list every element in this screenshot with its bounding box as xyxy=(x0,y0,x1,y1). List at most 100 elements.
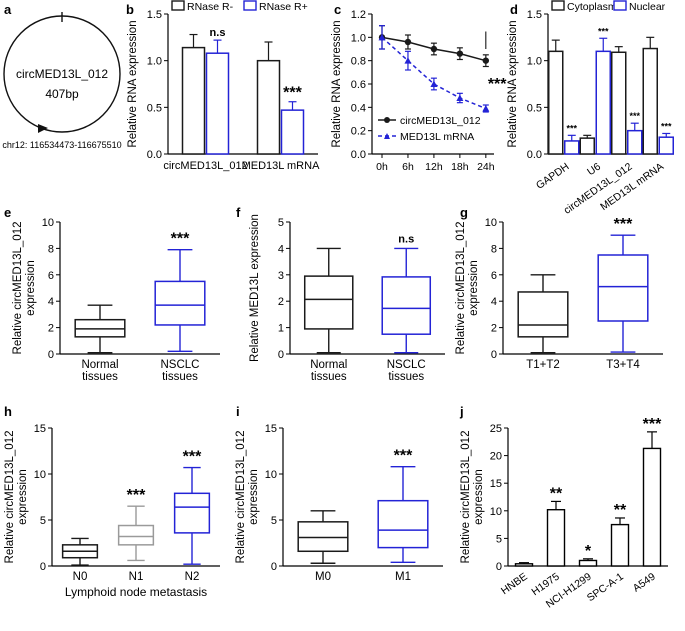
panel-label-b: b xyxy=(126,2,134,17)
b-legend-label: RNase R+ xyxy=(259,1,308,13)
i-y-tick-label: 0 xyxy=(271,561,277,573)
b-bar xyxy=(280,109,305,155)
b-y-tick-label: 0.0 xyxy=(147,149,162,161)
c-x-tick-label: 6h xyxy=(402,161,414,173)
j-y-axis-label-line: expression xyxy=(473,469,485,525)
g-y-tick-label: 4 xyxy=(491,296,497,308)
i-y-tick-label: 5 xyxy=(271,515,277,527)
panel-label-d: d xyxy=(510,2,518,17)
e-y-tick-label: 10 xyxy=(42,217,54,229)
h-x-tick-label: N0 xyxy=(73,571,88,583)
c-data-point xyxy=(430,45,438,53)
i-box xyxy=(377,499,429,549)
j-y-tick-label: 25 xyxy=(490,423,502,435)
f-y-tick-label: 2 xyxy=(278,296,284,308)
f-y-tick-label: 3 xyxy=(278,270,284,282)
f-box xyxy=(303,275,354,330)
i-box xyxy=(297,521,349,553)
e-x-tick-label: NSCLC xyxy=(161,359,200,371)
i-y-axis-label-line: Relative circMED13L_012 xyxy=(235,431,247,564)
d-significance-label: *** xyxy=(566,123,577,133)
j-bar xyxy=(546,508,566,567)
b-bar xyxy=(181,46,206,155)
panel-label-j: j xyxy=(459,404,464,419)
c-data-point xyxy=(456,50,464,57)
h-box xyxy=(173,492,211,534)
j-bar xyxy=(514,563,534,567)
g-y-tick-label: 0 xyxy=(491,349,497,361)
c-legend-marker xyxy=(384,117,390,123)
j-x-tick-label: SPC-A-1 xyxy=(585,571,626,605)
g-x-tick-label: T3+T4 xyxy=(606,359,640,371)
e-x-tick-label: tissues xyxy=(162,371,198,383)
c-y-axis-label-line: Relative RNA expression xyxy=(331,20,343,147)
h-y-axis-label: Relative circMED13L_012expression xyxy=(4,431,29,564)
j-significance-label: ** xyxy=(614,502,627,519)
b-legend-swatch xyxy=(243,0,257,11)
d-bar xyxy=(548,50,564,155)
j-significance-label: * xyxy=(585,543,592,560)
e-y-axis-label-line: expression xyxy=(25,260,37,316)
b-y-tick-label: 1.0 xyxy=(147,56,162,68)
b-y-tick-label: 1.5 xyxy=(147,9,162,21)
e-y-axis-label: Relative circMED13L_012expression xyxy=(12,222,37,355)
h-box xyxy=(117,524,155,546)
f-x-tick-label: Normal xyxy=(310,359,347,371)
c-x-tick-label: 0h xyxy=(376,161,388,173)
d-bar xyxy=(579,137,595,155)
j-y-tick-label: 20 xyxy=(490,451,502,463)
c-data-point xyxy=(456,94,464,101)
d-x-tick-label: GAPDH xyxy=(534,161,571,192)
d-legend-swatch xyxy=(613,0,627,11)
f-y-axis-label-line: Relative MED13L expression xyxy=(249,214,261,362)
f-y-tick-label: 5 xyxy=(278,217,284,229)
j-y-tick-label: 5 xyxy=(496,533,502,545)
panel-label-g: g xyxy=(460,205,468,220)
h-y-tick-label: 5 xyxy=(40,515,46,527)
h-y-tick-label: 0 xyxy=(40,561,46,573)
c-x-tick-label: 24h xyxy=(477,161,495,173)
i-y-axis-label-line: expression xyxy=(248,469,260,525)
j-bar xyxy=(578,559,598,567)
h-y-tick-label: 15 xyxy=(34,423,46,435)
b-x-tick-label: circMED13L_012 xyxy=(163,160,247,172)
d-significance-label: *** xyxy=(598,26,609,36)
h-significance-label: *** xyxy=(183,449,202,466)
c-data-point xyxy=(482,105,490,112)
c-data-point xyxy=(404,38,412,46)
h-x-tick-label: N2 xyxy=(185,571,200,583)
g-y-axis-label-line: Relative circMED13L_012 xyxy=(455,222,467,355)
j-significance-label: *** xyxy=(643,416,662,433)
f-x-tick-label: tissues xyxy=(311,371,347,383)
c-y-tick-label: 0.0 xyxy=(351,149,366,161)
f-y-axis-label: Relative MED13L expression xyxy=(249,214,261,362)
e-x-tick-label: tissues xyxy=(82,371,118,383)
d-bar xyxy=(642,47,658,155)
j-y-axis-label: Relative circMED13L_012expression xyxy=(460,431,485,564)
g-y-tick-label: 2 xyxy=(491,323,497,335)
c-data-point xyxy=(378,33,386,41)
b-legend-swatch xyxy=(171,0,185,11)
e-y-tick-label: 4 xyxy=(48,296,54,308)
f-x-tick-label: tissues xyxy=(388,371,424,383)
circrna-locus: chr12: 116534473-116675510 xyxy=(2,140,121,150)
j-y-axis-label-line: Relative circMED13L_012 xyxy=(460,431,472,564)
e-y-tick-label: 8 xyxy=(48,243,54,255)
d-y-tick-label: 0.0 xyxy=(527,149,542,161)
h-x-axis-label: Lymphoid node metastasis xyxy=(65,585,207,599)
c-y-tick-label: 0.4 xyxy=(351,102,366,114)
d-bar xyxy=(595,50,611,155)
charts-layer: 0.0 0.5 1.0 1.5 Relative RNA expression circM… xyxy=(4,0,674,611)
c-legend-label: circMED13L_012 xyxy=(400,115,481,127)
j-x-tick-label: HNBE xyxy=(499,571,530,598)
panel-a-diagram: circMED13L_012 407bp chr12: 116534473-11… xyxy=(2,12,122,150)
g-y-axis-label-line: expression xyxy=(468,260,480,316)
c-legend-label: MED13L mRNA xyxy=(400,131,474,143)
g-y-tick-label: 8 xyxy=(491,243,497,255)
h-y-axis-label-line: expression xyxy=(17,469,29,525)
c-series-line xyxy=(381,36,487,110)
c-y-tick-label: 0.8 xyxy=(351,56,366,68)
g-y-axis-label: Relative circMED13L_012expression xyxy=(455,222,480,355)
d-y-tick-label: 0.5 xyxy=(527,102,542,114)
d-legend-label: Cytoplasm xyxy=(567,1,617,13)
